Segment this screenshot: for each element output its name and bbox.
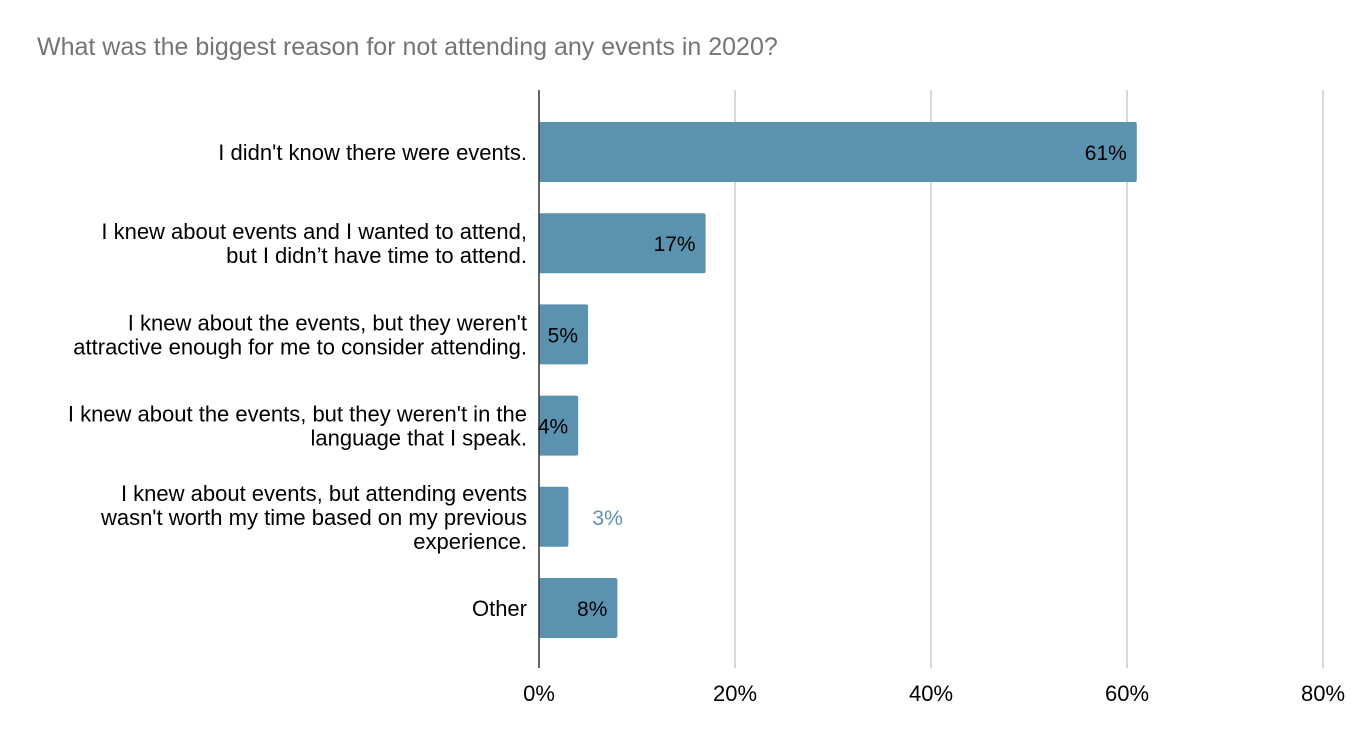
bar-4 [539,486,569,547]
bar-1 [539,213,706,274]
data-labels: 61% 17% 5% 4% 3% 8% [538,142,1127,621]
x-tick-label-60: 60% [1105,681,1149,706]
x-tick-label-80: 80% [1301,681,1345,706]
chart-title: What was the biggest reason for not atte… [37,33,778,61]
category-label-1: I knew about events and I wanted to atte… [101,219,527,268]
category-label-0: I didn't know there were events. [218,140,527,165]
category-label-line: language that I speak. [311,426,528,451]
category-label-line: I knew about the events, but they weren'… [128,310,527,335]
data-label-4: 3% [592,507,622,530]
category-label-line: I didn't know there were events. [218,140,527,165]
data-label-2: 5% [548,324,578,347]
gridlines [734,90,1324,668]
category-label-line: I knew about events and I wanted to atte… [101,219,527,244]
category-label-4: I knew about events, but attending event… [100,481,527,554]
category-labels: I didn't know there were events. I knew a… [68,140,527,621]
category-label-2: I knew about the events, but they weren'… [73,310,527,359]
data-label-1: 17% [654,233,696,256]
category-label-line: I knew about events, but attending event… [121,481,527,506]
data-label-5: 8% [577,598,607,621]
data-label-3: 4% [538,416,568,439]
bar-5 [539,578,618,638]
bar-2 [539,304,588,365]
bars [539,122,1137,638]
x-tick-label-20: 20% [713,681,757,706]
category-label-line: I knew about the events, but they weren'… [68,402,527,427]
category-label-line: attractive enough for me to consider att… [73,334,527,359]
x-tick-label-40: 40% [909,681,953,706]
category-label-line: experience. [413,529,527,554]
category-label-line: wasn't worth my time based on my previou… [100,505,527,530]
category-label-5: Other [472,596,527,621]
category-label-3: I knew about the events, but they weren'… [68,402,527,451]
bar-0 [539,122,1137,182]
bar-3 [539,395,579,456]
x-tick-label-0: 0% [523,681,555,706]
category-label-line: but I didn’t have time to attend. [226,243,527,268]
data-label-0: 61% [1085,142,1127,165]
category-label-line: Other [472,596,527,621]
x-tick-labels: 0% 20% 40% 60% 80% [523,681,1345,706]
